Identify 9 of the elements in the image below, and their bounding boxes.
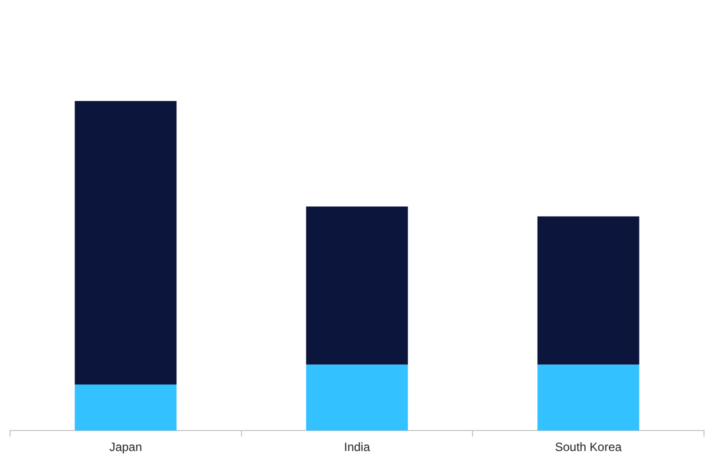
x-tick-label: Japan <box>109 440 142 454</box>
bar <box>306 206 408 365</box>
x-tick-label: South Korea <box>554 440 622 454</box>
bar <box>74 384 177 431</box>
bar <box>306 364 408 431</box>
bar <box>537 364 640 431</box>
bar <box>537 216 640 365</box>
x-tick-label: India <box>344 440 370 454</box>
bar <box>74 101 177 384</box>
